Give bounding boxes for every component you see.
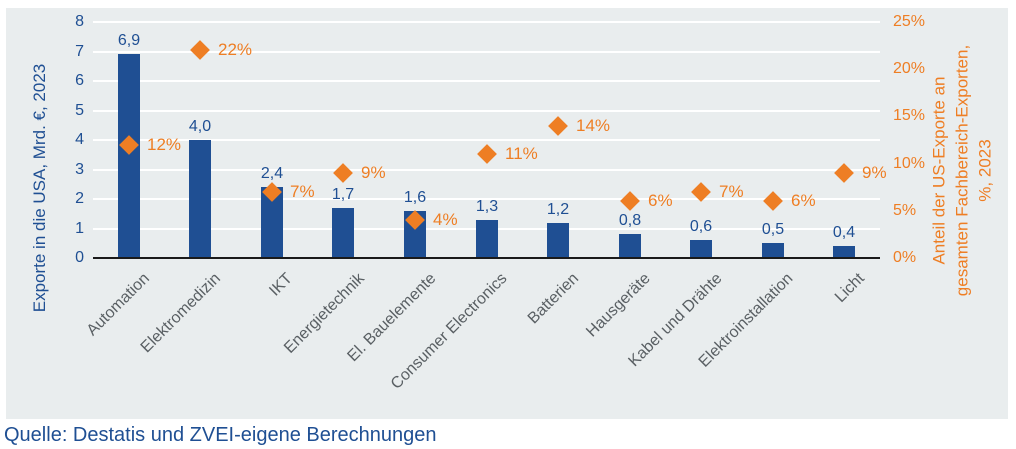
bar-value-label: 1,2 xyxy=(546,201,570,218)
diamond-marker xyxy=(333,163,353,183)
bar-kabel-und-dr-hte xyxy=(690,240,712,258)
right-axis-title-line-1: Anteil der US-Exporte an xyxy=(929,76,949,265)
bar-hausger-te xyxy=(619,234,641,258)
bar-value-label: 1,6 xyxy=(403,189,427,206)
bar-value-label: 0,5 xyxy=(761,221,785,238)
category-label: Batterien xyxy=(524,270,583,328)
chart-plot-panel: Exporte in die USA, Mrd. €, 2023 Anteil … xyxy=(6,8,1008,419)
right-axis-tick-label: 10% xyxy=(893,154,926,172)
bar-elektroinstallation xyxy=(762,243,784,258)
bar-automation xyxy=(118,54,140,258)
category-label: Hausgeräte xyxy=(583,270,654,341)
gridline xyxy=(93,198,880,200)
percent-value-label: 7% xyxy=(290,182,315,201)
left-axis-tick-label: 4 xyxy=(75,131,84,148)
right-axis-tick-label: 25% xyxy=(893,13,926,30)
percent-value-label: 4% xyxy=(433,210,458,229)
bar-value-label: 0,4 xyxy=(832,224,856,241)
bar-value-label: 1,7 xyxy=(331,186,355,203)
gridline xyxy=(93,21,880,23)
x-axis-line xyxy=(93,257,880,259)
right-axis-tick-label: 5% xyxy=(893,201,917,219)
percent-value-label: 22% xyxy=(218,40,253,59)
bar-batterien xyxy=(547,223,569,258)
gridline xyxy=(93,139,880,141)
percent-value-label: 6% xyxy=(648,191,673,210)
percent-value-label: 11% xyxy=(505,144,538,163)
source-caption: Quelle: Destatis und ZVEI-eigene Berechn… xyxy=(4,424,437,446)
bar-value-label: 1,3 xyxy=(475,198,499,215)
gridline xyxy=(93,80,880,82)
left-axis-tick-label: 7 xyxy=(75,42,84,60)
bar-licht xyxy=(833,246,855,258)
bar-energietechnik xyxy=(332,208,354,258)
percent-value-label: 12% xyxy=(147,135,182,154)
right-axis-title: Anteil der US-Exporte an gesamten Fachbe… xyxy=(928,1,997,341)
gridline xyxy=(93,109,880,112)
percent-value-label: 6% xyxy=(791,191,816,210)
bar-value-label: 0,6 xyxy=(689,218,713,235)
right-axis-tick-label: 20% xyxy=(893,60,926,78)
category-label: Licht xyxy=(832,270,869,306)
percent-value-label: 9% xyxy=(361,163,386,182)
diamond-marker xyxy=(190,40,210,60)
left-axis-tick-label: 3 xyxy=(75,160,84,178)
right-axis-tick-label: 0% xyxy=(893,249,917,266)
diamond-marker xyxy=(834,163,854,183)
bar-value-label: 0,8 xyxy=(618,212,642,229)
bar-consumer-electronics xyxy=(476,220,498,258)
left-axis-title: Exporte in die USA, Mrd. €, 2023 xyxy=(30,63,49,313)
category-label: IKT xyxy=(266,270,296,300)
diamond-marker xyxy=(763,191,783,211)
gridline xyxy=(93,50,880,53)
bar-value-label: 2,4 xyxy=(260,165,284,182)
bar-ikt xyxy=(261,187,283,258)
left-axis-tick-label: 5 xyxy=(75,101,84,119)
diamond-marker xyxy=(620,191,640,211)
bar-value-label: 4,0 xyxy=(188,118,212,135)
right-axis-title-line-2: gesamten Fachbereich-Exporten, xyxy=(952,44,972,297)
category-label: Automation xyxy=(83,270,153,340)
left-axis-tick-label: 2 xyxy=(75,190,84,207)
left-axis-tick-label: 6 xyxy=(75,72,84,89)
percent-value-label: 7% xyxy=(719,182,744,201)
category-label: Consumer Electronics xyxy=(387,270,511,393)
bar-value-label: 6,9 xyxy=(117,32,141,49)
diamond-marker xyxy=(548,116,568,136)
percent-value-label: 9% xyxy=(862,163,887,182)
percent-value-label: 14% xyxy=(576,116,611,135)
diamond-marker xyxy=(477,144,497,164)
bar-elektromedizin xyxy=(189,140,211,258)
left-axis-tick-label: 8 xyxy=(75,13,84,30)
left-axis-tick-label: 1 xyxy=(75,219,84,237)
right-axis-tick-label: 15% xyxy=(893,107,926,125)
gridline xyxy=(93,168,880,171)
right-axis-title-line-3: %, 2023 xyxy=(975,139,995,202)
left-axis-tick-label: 0 xyxy=(75,249,84,266)
